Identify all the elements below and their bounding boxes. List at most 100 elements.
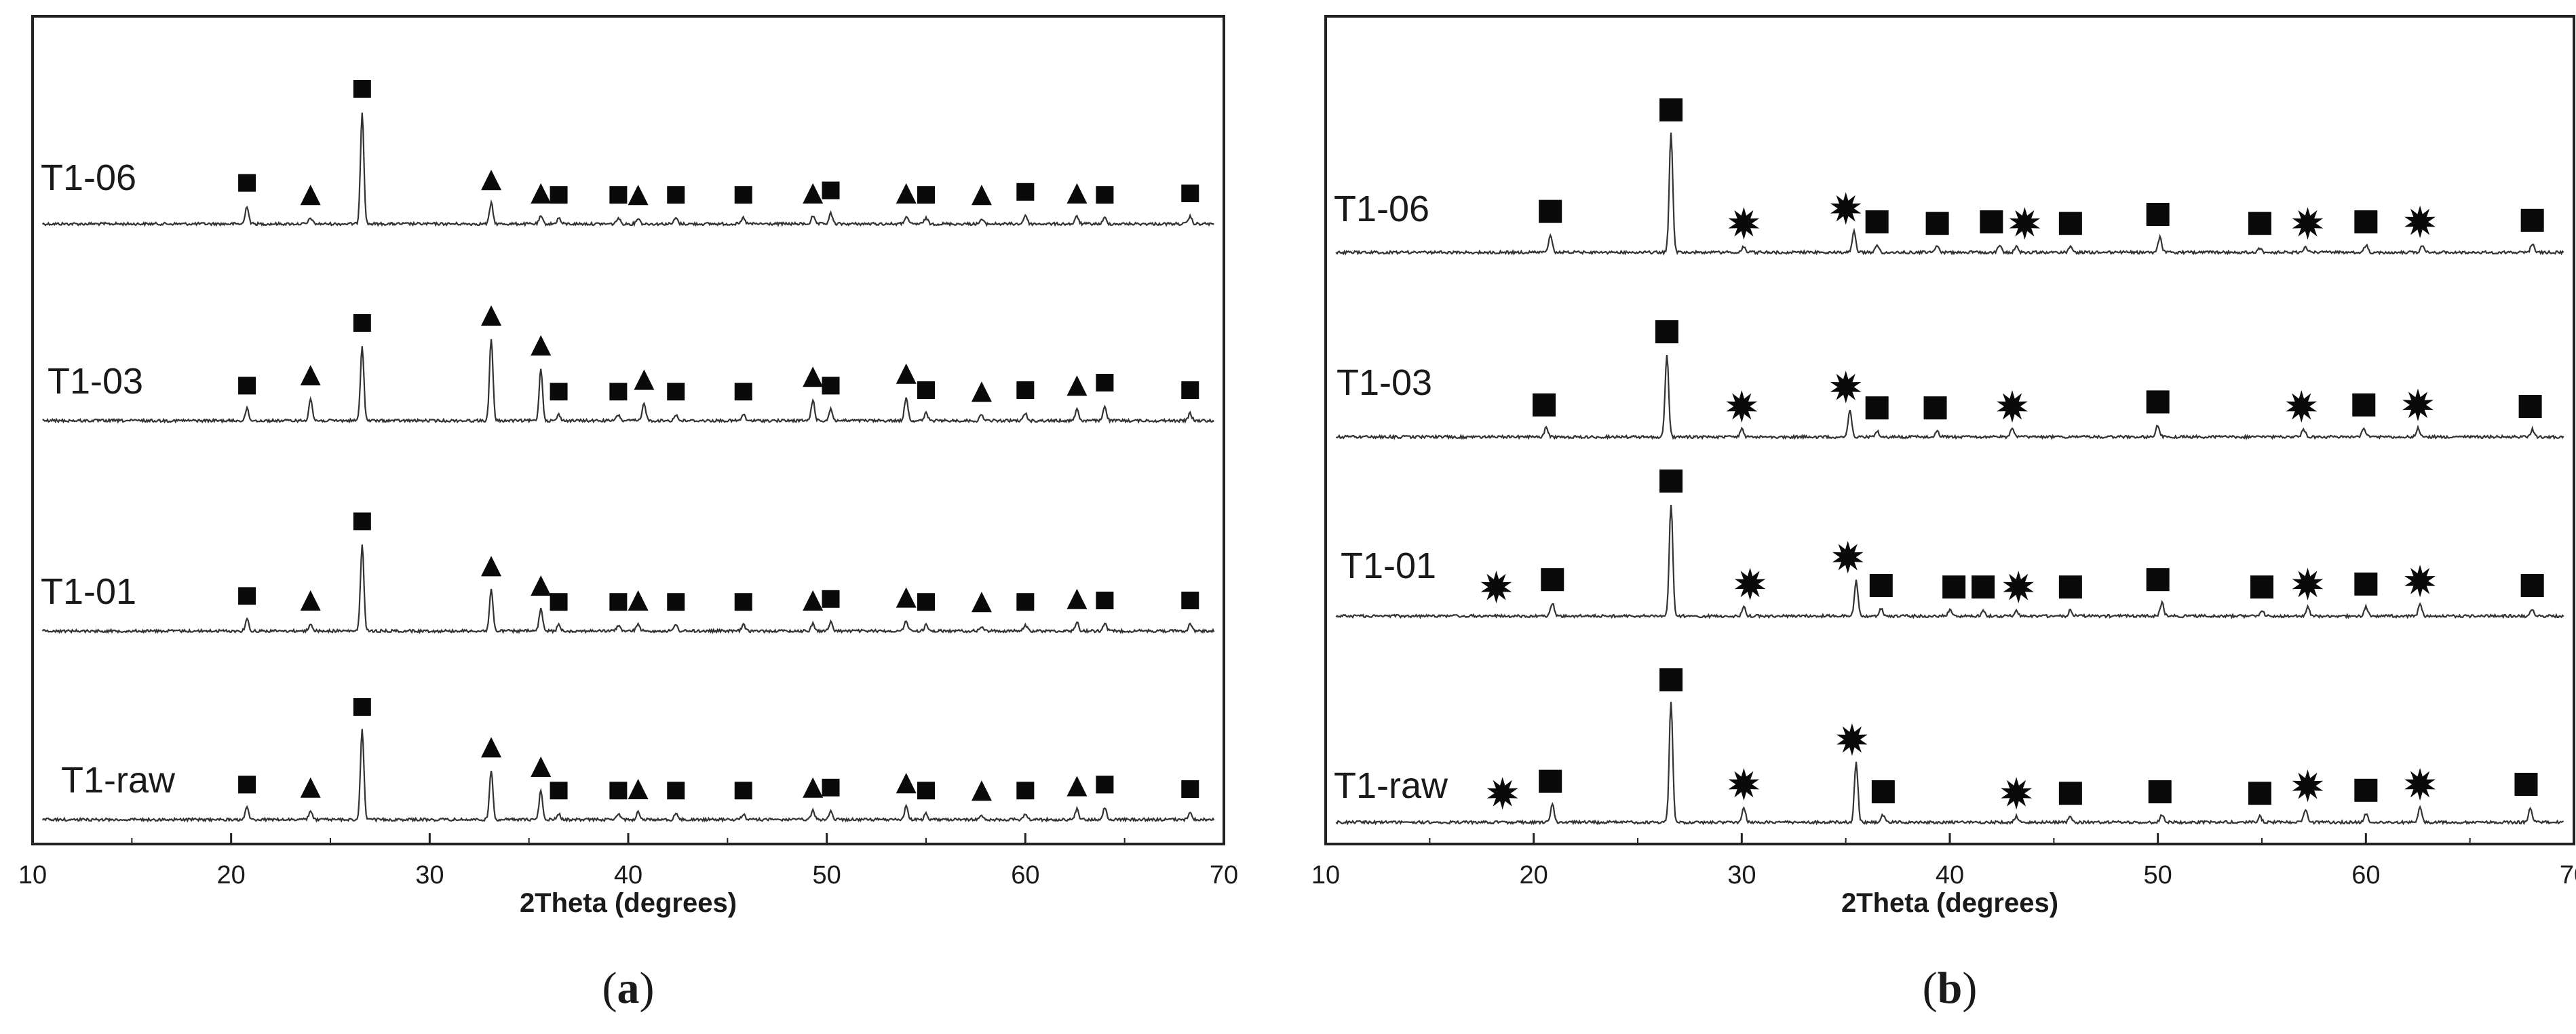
phase-marker-triangle xyxy=(531,335,552,356)
phase-marker-square xyxy=(2058,575,2082,599)
phase-marker-triangle xyxy=(300,365,321,385)
phase-marker-square xyxy=(1972,575,1995,599)
phase-marker-triangle xyxy=(1066,375,1088,396)
phase-marker-square xyxy=(2146,390,2170,414)
panel-b-series: T1-06 T1-03 T1-01 T1-raw xyxy=(1334,132,2564,826)
phase-marker-square xyxy=(1016,381,1035,399)
phase-marker-square xyxy=(2514,773,2538,796)
x-tick-label: 60 xyxy=(1011,861,1039,889)
phase-marker-square xyxy=(734,593,752,611)
panel-a-caption: (a) xyxy=(602,963,655,1013)
phase-marker-triangle xyxy=(634,369,655,390)
phase-marker-square xyxy=(353,698,371,716)
phase-marker-star xyxy=(1837,723,1868,756)
phase-marker-triangle xyxy=(481,556,502,577)
x-tick-label: 20 xyxy=(217,861,246,889)
phase-marker-triangle xyxy=(628,779,649,799)
x-tick-label: 70 xyxy=(2560,861,2576,889)
phase-marker-square xyxy=(2146,203,2170,226)
phase-marker-triangle xyxy=(971,381,992,402)
phase-marker-square xyxy=(1016,593,1035,611)
phase-marker-square xyxy=(2248,212,2271,235)
phase-marker-square xyxy=(2248,782,2271,805)
phase-marker-square xyxy=(1181,381,1199,399)
phase-marker-star xyxy=(2292,769,2324,803)
phase-marker-star xyxy=(1997,390,2028,423)
phase-marker-triangle xyxy=(481,170,502,191)
phase-marker-square xyxy=(1016,183,1035,201)
sample-label-t1-03: T1-03 xyxy=(47,361,143,402)
phase-marker-square xyxy=(667,782,685,800)
phase-marker-square xyxy=(2354,572,2378,596)
xrd-trace-t1-01 xyxy=(1335,505,2564,619)
panel-b-x-axis-title: 2Theta (degrees) xyxy=(1841,888,2058,918)
phase-marker-square xyxy=(238,587,256,605)
phase-marker-star xyxy=(1486,777,1518,810)
sample-label-t1-raw: T1-raw xyxy=(1334,765,1448,806)
phase-marker-square xyxy=(1659,98,1683,121)
phase-marker-square xyxy=(822,590,840,608)
phase-marker-triangle xyxy=(896,363,917,384)
phase-marker-triangle xyxy=(481,305,502,326)
phase-marker-square xyxy=(2352,393,2376,417)
phase-marker-square xyxy=(1541,568,1564,592)
x-tick-label: 30 xyxy=(1727,861,1756,889)
phase-marker-triangle xyxy=(803,777,824,798)
phase-marker-square xyxy=(550,383,568,401)
phase-marker-triangle xyxy=(971,185,992,206)
phase-marker-square xyxy=(238,377,256,395)
phase-marker-square xyxy=(667,383,685,401)
phase-marker-triangle xyxy=(1066,588,1088,609)
phase-marker-star xyxy=(1480,571,1512,604)
phase-marker-star xyxy=(2404,768,2436,801)
phase-marker-square xyxy=(1096,186,1114,204)
phase-marker-square xyxy=(2354,210,2378,233)
phase-marker-star xyxy=(1830,370,1862,404)
panel-b-x-axis: 10 20 30 40 50 60 70 xyxy=(1311,833,2576,889)
phase-marker-square xyxy=(550,782,568,800)
sample-label-t1-06: T1-06 xyxy=(1334,189,1429,229)
phase-marker-square xyxy=(609,782,628,800)
phase-marker-square xyxy=(1096,776,1114,794)
phase-marker-square xyxy=(550,593,568,611)
phase-marker-square xyxy=(1871,780,1895,803)
phase-marker-triangle xyxy=(531,757,552,777)
panel-b-chart: T1-06 T1-03 T1-01 T1-raw 10 20 30 40 50 60 70 2Th… xyxy=(1311,15,2576,1013)
x-tick-label: 40 xyxy=(614,861,642,889)
phase-marker-square xyxy=(917,593,935,611)
phase-marker-star xyxy=(2003,571,2034,604)
phase-marker-square xyxy=(2058,212,2082,235)
phase-marker-triangle xyxy=(300,777,321,798)
x-tick-label: 10 xyxy=(1311,861,1340,889)
phase-marker-square xyxy=(2250,575,2273,599)
phase-marker-triangle xyxy=(531,575,552,596)
xrd-trace-t1-raw xyxy=(1335,702,2564,826)
phase-marker-square xyxy=(917,186,935,204)
phase-marker-square xyxy=(917,381,935,399)
phase-marker-square xyxy=(353,80,371,98)
phase-marker-square xyxy=(1655,320,1678,343)
panel-b-markers xyxy=(1480,98,2544,810)
phase-marker-square xyxy=(1923,396,1947,420)
xrd-trace-t1-06 xyxy=(41,112,1214,227)
sample-label-t1-01: T1-01 xyxy=(41,571,136,612)
sample-label-t1-01: T1-01 xyxy=(1341,545,1436,586)
xrd-trace-t1-06 xyxy=(1335,132,2564,256)
phase-marker-square xyxy=(1181,780,1199,798)
phase-marker-square xyxy=(734,782,752,800)
phase-marker-star xyxy=(1728,207,1760,240)
phase-marker-square xyxy=(2354,778,2378,802)
xrd-trace-t1-03 xyxy=(1335,354,2564,440)
phase-marker-star xyxy=(2404,564,2436,598)
phase-marker-square xyxy=(2146,568,2170,592)
phase-marker-triangle xyxy=(628,590,649,611)
phase-marker-square xyxy=(1869,574,1893,597)
phase-marker-square xyxy=(1096,592,1114,609)
phase-marker-star xyxy=(2404,206,2436,238)
phase-marker-square xyxy=(1865,210,1889,233)
phase-marker-square xyxy=(1942,575,1966,599)
phase-marker-star xyxy=(1726,390,1758,423)
phase-marker-star xyxy=(2292,207,2324,240)
phase-marker-star xyxy=(2009,207,2041,240)
phase-marker-triangle xyxy=(300,590,321,611)
